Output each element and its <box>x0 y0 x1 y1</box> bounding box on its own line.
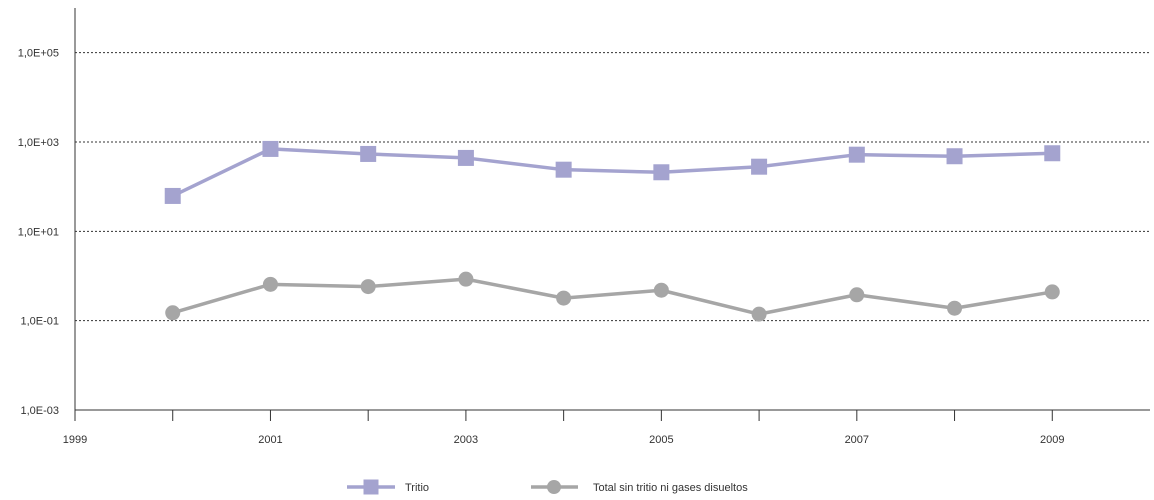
legend: Tritio Total sin tritio ni gases disuelto… <box>347 479 748 495</box>
data-point-square <box>457 149 474 166</box>
legend-item-total-sin-tritio: Total sin tritio ni gases disueltos <box>531 480 748 494</box>
legend-label: Total sin tritio ni gases disueltos <box>593 482 748 494</box>
series-total-sin-tritio <box>165 271 1060 322</box>
series-line <box>172 277 1053 316</box>
data-point-square <box>653 164 670 181</box>
gridlines <box>75 52 1150 322</box>
data-point-circle <box>556 290 572 306</box>
data-point-square <box>262 140 279 157</box>
data-point-square <box>946 148 963 165</box>
series-tritio <box>164 140 1061 204</box>
data-point-circle <box>262 276 278 292</box>
legend-label: Tritio <box>405 482 429 494</box>
y-tick-label: 1,0E+01 <box>18 226 59 238</box>
data-point-square <box>164 187 181 204</box>
data-point-circle <box>947 300 963 316</box>
data-point-square <box>360 145 377 162</box>
x-tick-label: 2003 <box>454 434 478 446</box>
data-point-circle <box>360 279 376 295</box>
x-tick-label: 2001 <box>258 434 282 446</box>
y-tick-label: 1,0E-03 <box>20 405 59 417</box>
data-point-circle <box>849 287 865 303</box>
y-tick-label: 1,0E+03 <box>18 137 59 149</box>
data-point-circle <box>165 305 181 321</box>
y-tick-label: 1,0E+05 <box>18 48 59 60</box>
legend-item-tritio: Tritio <box>347 479 429 495</box>
data-point-circle <box>458 271 474 287</box>
data-point-square <box>1044 145 1061 162</box>
data-point-circle <box>653 282 669 298</box>
data-point-square <box>848 146 865 163</box>
legend-circle-marker <box>547 480 561 494</box>
x-tick-label: 2007 <box>845 434 869 446</box>
x-tick-label: 2005 <box>649 434 673 446</box>
series-line <box>171 147 1053 198</box>
legend-square-marker <box>363 479 379 495</box>
data-point-circle <box>1044 284 1060 300</box>
y-tick-label: 1,0E-01 <box>20 316 59 328</box>
data-point-square <box>751 158 768 175</box>
data-point-circle <box>751 306 767 322</box>
x-tick-label: 2009 <box>1040 434 1064 446</box>
axes: 1,0E-03 1,0E-01 1,0E+01 1,0E+03 1,0E+05 1999 2… <box>18 8 1150 446</box>
series <box>164 140 1061 322</box>
data-point-square <box>555 161 572 178</box>
x-tick-label: 1999 <box>63 434 87 446</box>
